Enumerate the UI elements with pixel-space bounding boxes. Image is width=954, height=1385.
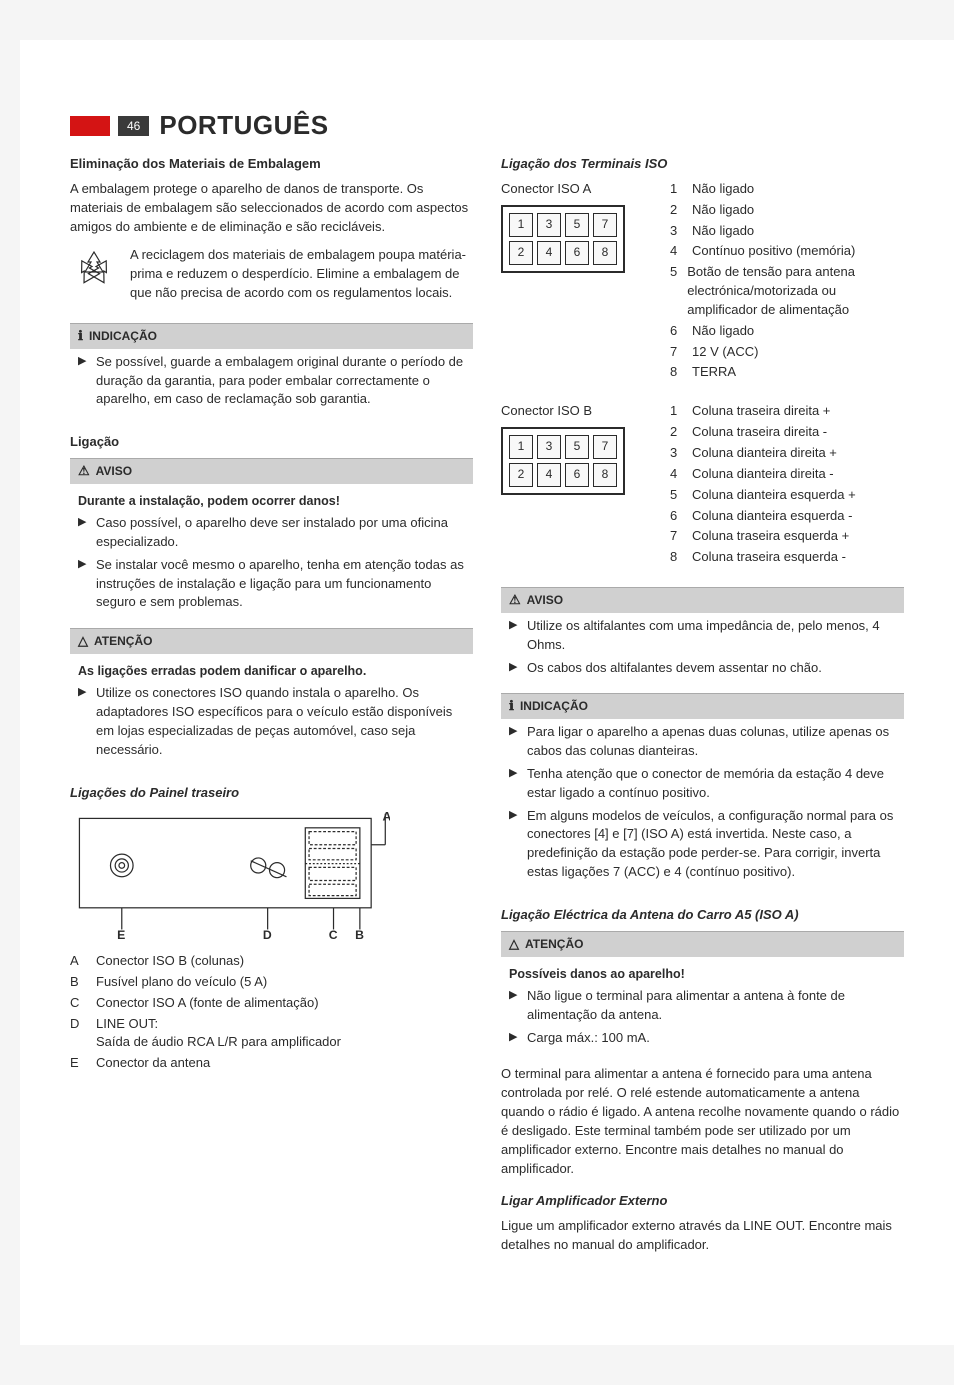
ligacao-title: Ligação [70, 433, 473, 452]
notice-label: INDICAÇÃO [89, 328, 157, 345]
rear-panel-legend: AConector ISO B (colunas) BFusível plano… [70, 952, 473, 1073]
notice-label: AVISO [527, 592, 563, 609]
recycle-row: A reciclagem dos materiais de embalagem … [70, 246, 473, 313]
caution-icon: △ [78, 632, 88, 651]
packaging-title: Eliminação dos Materiais de Embalagem [70, 155, 473, 174]
notice-aviso-2-bar: ⚠ AVISO [501, 587, 904, 613]
header-accent [70, 116, 110, 136]
iso-b-section: Conector ISO B 1 3 5 7 2 [501, 402, 904, 569]
notice-indicacao-2-body: Para ligar o aparelho a apenas duas colu… [501, 719, 904, 892]
notice-label: ATENÇÃO [525, 936, 583, 953]
antenna-paragraph: O terminal para alimentar a antena é for… [501, 1065, 904, 1178]
iso-terminals-title: Ligação dos Terminais ISO [501, 155, 904, 174]
list-item: Utilize os altifalantes com uma impedânc… [509, 617, 904, 655]
notice-label: AVISO [96, 463, 132, 480]
packaging-p1: A embalagem protege o aparelho de danos … [70, 180, 473, 237]
list-item: Tenha atenção que o conector de memória … [509, 765, 904, 803]
amp-title: Ligar Amplificador Externo [501, 1192, 904, 1211]
amp-paragraph: Ligue um amplificador externo através da… [501, 1217, 904, 1255]
notice-indicacao-2-bar: ℹ INDICAÇÃO [501, 693, 904, 719]
notice-aviso-1-bar: ⚠ AVISO [70, 458, 473, 484]
page-header: 46 PORTUGUÊS [70, 110, 904, 141]
notice-atencao-2-bar: △ ATENÇÃO [501, 931, 904, 957]
rear-panel-title: Ligações do Painel traseiro [70, 784, 473, 803]
iso-a-section: Conector ISO A 1 3 5 7 2 [501, 180, 904, 384]
legend-text: LINE OUT: [96, 1016, 158, 1031]
notice-subtitle: As ligações erradas podem danificar o ap… [78, 662, 473, 680]
warning-icon: ⚠ [509, 591, 521, 610]
notice-label: ATENÇÃO [94, 633, 152, 650]
notice-aviso-1-body: Durante a instalação, podem ocorrer dano… [70, 484, 473, 622]
list-item: Se instalar você mesmo o aparelho, tenha… [78, 556, 473, 613]
list-item: Caso possível, o aparelho deve ser insta… [78, 514, 473, 552]
svg-text:B: B [355, 927, 364, 940]
iso-a-pins: 1Não ligado 2Não ligado 3Não ligado 4Con… [670, 180, 904, 384]
svg-text:A: A [382, 809, 390, 823]
info-icon: ℹ [509, 697, 514, 716]
notice-subtitle: Durante a instalação, podem ocorrer dano… [78, 492, 473, 510]
page-number: 46 [118, 116, 149, 136]
list-item: Em alguns modelos de veículos, a configu… [509, 807, 904, 882]
notice-indicacao-1-body: Se possível, guarde a embalagem original… [70, 349, 473, 420]
iso-b-pins: 1Coluna traseira direita + 2Coluna trase… [670, 402, 904, 569]
warning-icon: ⚠ [78, 462, 90, 481]
legend-text: Conector ISO B (colunas) [96, 952, 244, 971]
packaging-p2: A reciclagem dos materiais de embalagem … [130, 246, 473, 303]
two-column-layout: Eliminação dos Materiais de Embalagem A … [70, 155, 904, 1265]
svg-text:C: C [329, 927, 338, 940]
list-item: Para ligar o aparelho a apenas duas colu… [509, 723, 904, 761]
iso-a-label: Conector ISO A [501, 180, 611, 199]
list-item: Se possível, guarde a embalagem original… [78, 353, 473, 410]
list-item: Não ligue o terminal para alimentar a an… [509, 987, 904, 1025]
antenna-title: Ligação Eléctrica da Antena do Carro A5 … [501, 906, 904, 925]
svg-text:E: E [117, 927, 125, 940]
right-column: Ligação dos Terminais ISO Conector ISO A… [501, 155, 904, 1265]
legend-text: Fusível plano do veículo (5 A) [96, 973, 267, 992]
legend-text: Conector da antena [96, 1054, 210, 1073]
list-item: Carga máx.: 100 mA. [509, 1029, 904, 1048]
info-icon: ℹ [78, 327, 83, 346]
iso-b-diagram: 1 3 5 7 2 4 6 8 [501, 427, 656, 495]
svg-text:D: D [263, 927, 272, 940]
rear-panel-diagram: A E D C B [70, 809, 473, 947]
legend-text: Conector ISO A (fonte de alimentação) [96, 994, 319, 1013]
document-page: 46 PORTUGUÊS Eliminação dos Materiais de… [20, 40, 954, 1345]
notice-atencao-2-body: Possíveis danos ao aparelho! Não ligue o… [501, 957, 904, 1058]
iso-a-diagram: 1 3 5 7 2 4 6 8 [501, 205, 656, 273]
notice-atencao-1-bar: △ ATENÇÃO [70, 628, 473, 654]
notice-aviso-2-body: Utilize os altifalantes com uma impedânc… [501, 613, 904, 688]
language-title: PORTUGUÊS [159, 110, 328, 141]
notice-label: INDICAÇÃO [520, 698, 588, 715]
list-item: Os cabos dos altifalantes devem assentar… [509, 659, 904, 678]
left-column: Eliminação dos Materiais de Embalagem A … [70, 155, 473, 1265]
legend-text: Saída de áudio RCA L/R para amplificador [96, 1034, 341, 1049]
caution-icon: △ [509, 935, 519, 954]
notice-atencao-1-body: As ligações erradas podem danificar o ap… [70, 654, 473, 770]
recycle-icon [70, 246, 118, 313]
notice-subtitle: Possíveis danos ao aparelho! [509, 965, 904, 983]
list-item: Utilize os conectores ISO quando instala… [78, 684, 473, 759]
iso-b-label: Conector ISO B [501, 402, 611, 421]
notice-indicacao-1-bar: ℹ INDICAÇÃO [70, 323, 473, 349]
